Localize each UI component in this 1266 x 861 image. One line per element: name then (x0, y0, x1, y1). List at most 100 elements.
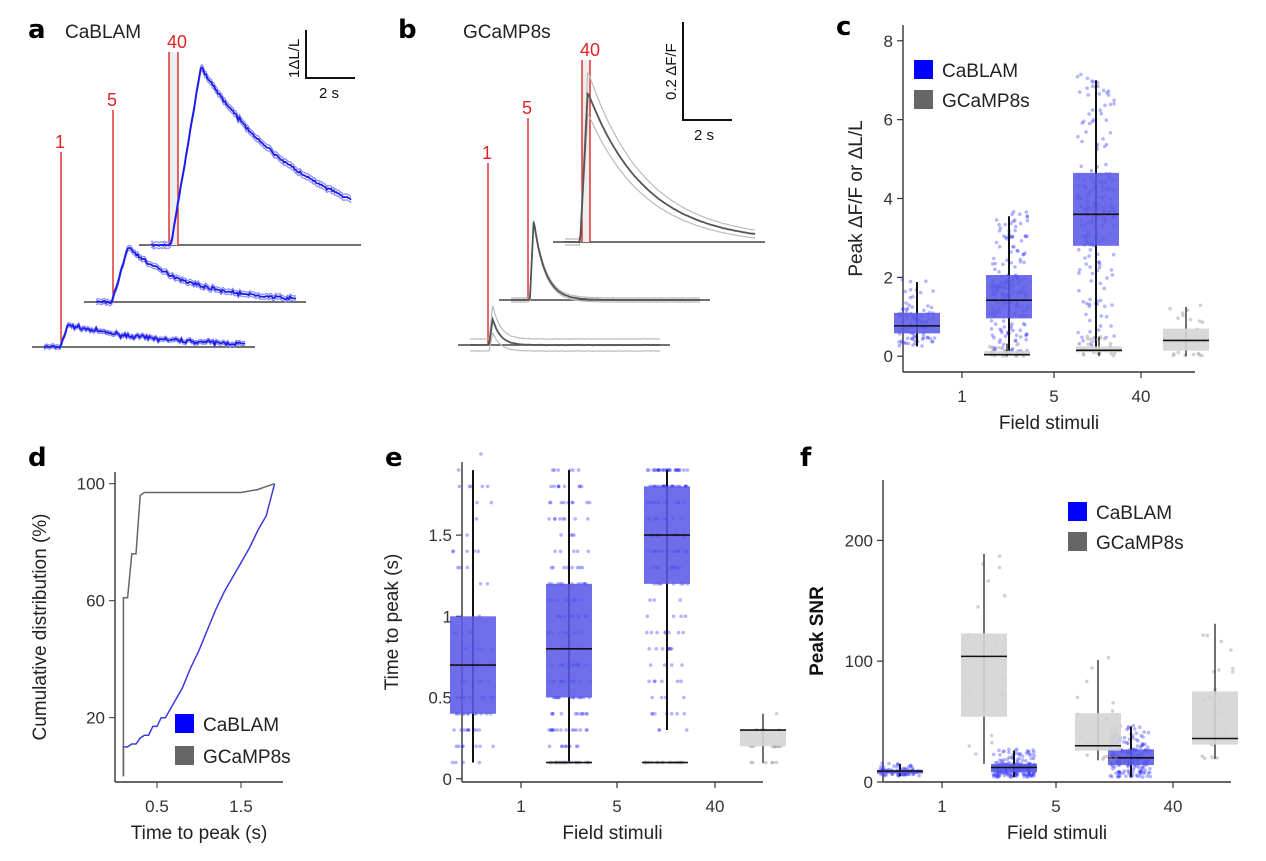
data-point (1117, 774, 1122, 779)
data-point (1011, 219, 1016, 223)
scale-bar-x-label: 2 s (319, 85, 339, 102)
data-point (1087, 121, 1092, 126)
data-point (681, 695, 686, 700)
data-point (1126, 724, 1131, 729)
data-point (1019, 239, 1024, 243)
data-point (1002, 325, 1007, 329)
data-point (578, 712, 583, 716)
data-point (663, 468, 667, 472)
data-point (1026, 772, 1030, 777)
box (546, 583, 592, 698)
y-tick-label: 1.5 (428, 526, 452, 545)
data-point (454, 744, 459, 749)
data-point (1111, 701, 1115, 705)
data-point (1000, 346, 1005, 350)
data-point (1205, 633, 1210, 638)
data-point (452, 728, 456, 732)
data-point (1143, 768, 1148, 772)
data-point (1096, 328, 1101, 332)
data-point (932, 336, 937, 340)
panel-label-f: f (800, 443, 812, 473)
data-point (671, 614, 676, 619)
y-tick-label: 100 (77, 475, 105, 494)
data-point (910, 337, 914, 341)
data-point (912, 338, 917, 343)
data-point (1024, 333, 1028, 338)
data-point (1027, 753, 1032, 757)
data-point (1025, 775, 1030, 779)
data-point (909, 764, 913, 768)
data-point (574, 744, 579, 749)
data-point (908, 295, 913, 300)
data-point (1102, 755, 1107, 759)
data-point (912, 334, 916, 339)
data-point (1023, 234, 1028, 238)
x-tick-label: 40 (706, 797, 725, 816)
data-point (551, 712, 555, 716)
data-point (1003, 334, 1008, 339)
data-point (559, 728, 563, 732)
data-point (1010, 212, 1014, 216)
data-point (1024, 773, 1028, 777)
legend-swatch-cablam (914, 60, 933, 79)
y-tick-label: 1 (443, 607, 452, 626)
data-point (1140, 766, 1145, 770)
data-point (926, 335, 930, 340)
data-point (660, 679, 664, 684)
data-point (1077, 342, 1082, 346)
data-point (466, 728, 471, 732)
data-point (681, 630, 685, 635)
data-point (1010, 322, 1014, 326)
data-point (910, 336, 915, 341)
data-point (1105, 91, 1109, 95)
data-point (1090, 271, 1095, 276)
data-point (1010, 235, 1015, 239)
data-point (1029, 773, 1034, 778)
data-point (1015, 771, 1019, 776)
data-point (1085, 753, 1089, 757)
data-point (653, 712, 657, 716)
data-point (1002, 757, 1006, 762)
data-point (993, 347, 998, 352)
data-point (548, 728, 553, 732)
data-point (901, 766, 905, 771)
data-point (1023, 234, 1028, 239)
data-point (570, 565, 574, 570)
data-point (1018, 260, 1023, 264)
data-point (1009, 221, 1013, 225)
trace-error-upper (470, 305, 661, 340)
data-point (1027, 772, 1032, 777)
y-axis-label: Time to peak (s) (382, 554, 403, 691)
data-point (653, 468, 657, 472)
data-point (903, 767, 908, 771)
data-point (1116, 770, 1121, 774)
data-point (770, 760, 774, 765)
data-point (656, 468, 661, 472)
data-point (1133, 727, 1137, 731)
data-point (1087, 254, 1091, 258)
data-point (895, 762, 900, 767)
data-point (998, 327, 1002, 332)
data-point (1005, 771, 1010, 776)
data-point (661, 468, 666, 472)
data-point (1081, 351, 1086, 356)
data-point (550, 712, 554, 716)
y-tick-label: 60 (86, 592, 105, 611)
data-point (1013, 265, 1017, 269)
data-point (547, 517, 551, 521)
data-point (1075, 695, 1080, 700)
panel-label-c: c (836, 12, 851, 42)
data-point (1005, 757, 1010, 761)
data-point (1122, 769, 1127, 773)
data-point (655, 630, 659, 635)
data-point (1025, 218, 1030, 223)
data-point (1141, 743, 1145, 747)
data-point (1029, 752, 1033, 757)
data-point (1122, 740, 1126, 744)
trace-error-lower (43, 325, 246, 351)
data-point (1090, 84, 1095, 88)
data-point (880, 761, 884, 766)
data-point (990, 345, 995, 350)
box-cablam-40 (644, 468, 690, 732)
data-point (903, 289, 908, 294)
